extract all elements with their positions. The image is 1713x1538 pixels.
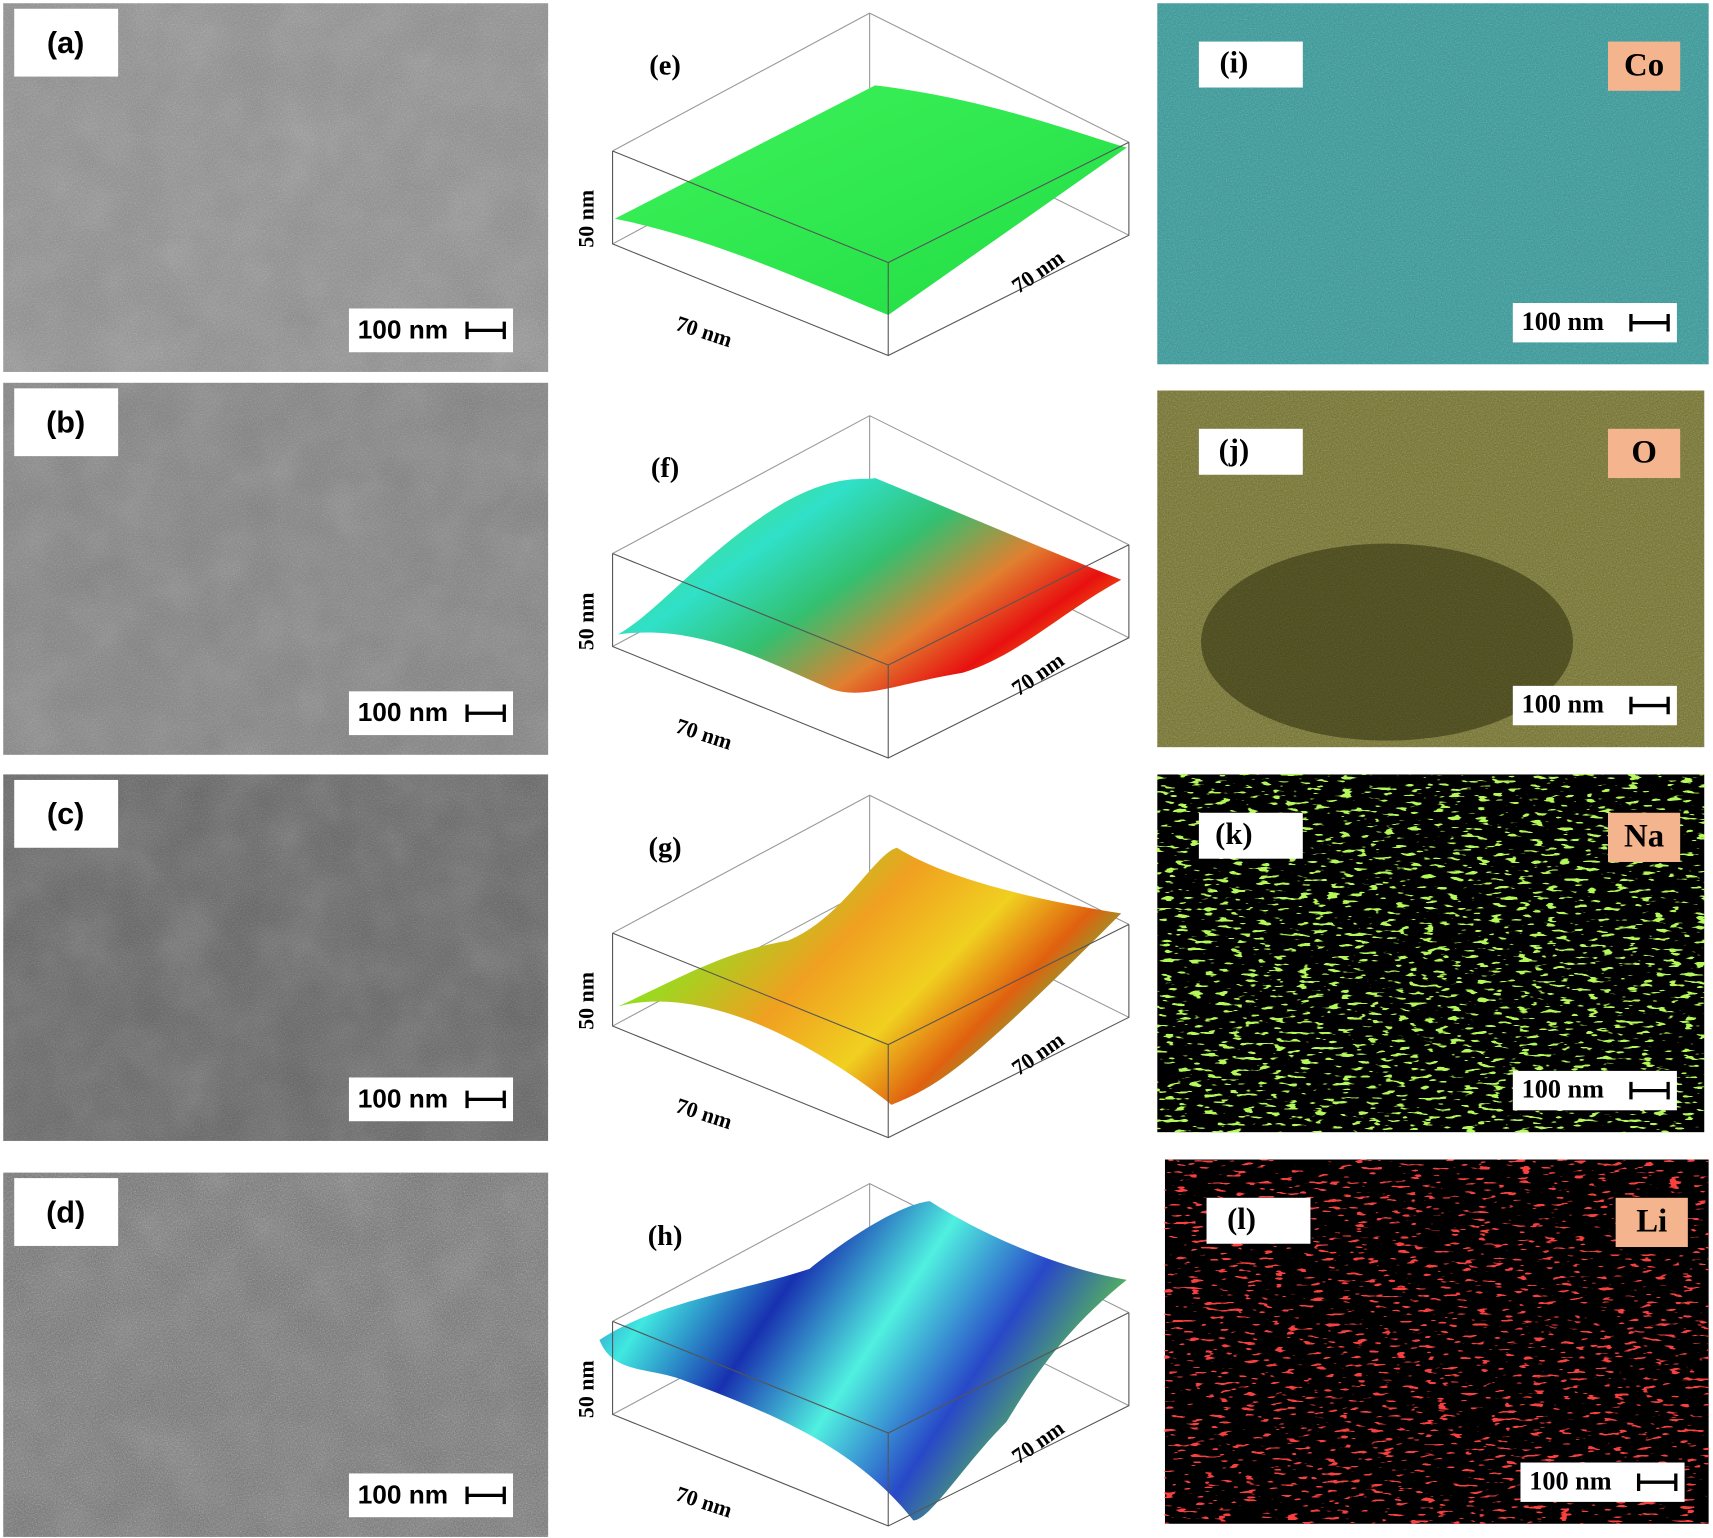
element-label-box [1607, 41, 1681, 91]
afm-box-front [612, 141, 1130, 357]
scale-bar-label: 100 nm [1522, 690, 1605, 719]
panel-label-box [1198, 812, 1303, 859]
element-label: Na [1624, 819, 1664, 855]
y-axis-label: 70 nm [1008, 648, 1069, 701]
panel-label: (l) [1227, 1202, 1256, 1236]
x-axis-label: 70 nm [673, 1094, 735, 1135]
afm-box-front [612, 1312, 1130, 1527]
panel-label-box [14, 8, 119, 77]
scale-bar [465, 1090, 506, 1109]
panel-label: (h) [648, 1221, 683, 1252]
y-axis-label: 70 nm [1008, 245, 1069, 298]
element-label-box [1607, 428, 1681, 479]
panel-label: (f) [651, 453, 679, 484]
scale-bar [1629, 1081, 1670, 1100]
scale-bar-label: 100 nm [1522, 307, 1605, 336]
element-label: O [1631, 435, 1657, 471]
element-label: Li [1636, 1204, 1667, 1240]
eds-shade [1201, 543, 1573, 741]
scale-bar [465, 321, 506, 340]
panel-label-box [14, 779, 119, 848]
scale-bar [1629, 313, 1670, 332]
afm-surface [614, 85, 1127, 316]
scale-bar-label: 100 nm [358, 1083, 448, 1113]
panel-label: (j) [1219, 433, 1250, 467]
panel-label-box [14, 1178, 119, 1246]
x-axis-label: 70 nm [673, 311, 735, 352]
afm-surface [599, 1201, 1127, 1521]
panel-label: (e) [649, 50, 681, 81]
scale-bar [1636, 1473, 1678, 1491]
scale-bar-label: 100 nm [1529, 1466, 1612, 1495]
element-label: Co [1624, 47, 1664, 83]
panel-label-box [1198, 428, 1303, 475]
afm-surface [618, 478, 1122, 693]
panel-label-box [1198, 41, 1303, 88]
panel-label: (a) [47, 26, 84, 60]
panel-label: (d) [46, 1195, 85, 1229]
z-axis-label: 50 nm [575, 1360, 599, 1418]
scale-bar-label: 100 nm [358, 314, 448, 344]
y-axis-label: 70 nm [1008, 1028, 1069, 1081]
afm-box-front [612, 544, 1130, 759]
x-axis-label: 70 nm [673, 714, 735, 755]
scale-bar-label: 100 nm [1522, 1075, 1605, 1104]
panel-label: (g) [648, 832, 681, 863]
panel-label-box [1206, 1197, 1311, 1244]
x-axis-label: 70 nm [673, 1482, 735, 1523]
scale-bar [465, 704, 506, 722]
panel-label: (b) [46, 406, 85, 440]
scale-bar-label: 100 nm [358, 697, 448, 727]
z-axis-label: 50 nm [575, 190, 599, 248]
panel-label: (c) [47, 797, 84, 831]
panel-label-box [14, 388, 119, 457]
afm-surface [618, 847, 1122, 1105]
scale-bar [1629, 696, 1670, 715]
z-axis-label: 50 nm [575, 972, 599, 1030]
panel-label: (i) [1219, 46, 1248, 80]
scale-bar [465, 1486, 506, 1505]
afm-box-front [612, 923, 1130, 1139]
panel-label: (k) [1215, 817, 1252, 851]
element-label-box [1615, 1197, 1688, 1248]
z-axis-label: 50 nm [575, 592, 599, 650]
y-axis-label: 70 nm [1008, 1416, 1069, 1469]
scale-bar-label: 100 nm [358, 1479, 448, 1509]
element-label-box [1607, 812, 1681, 862]
